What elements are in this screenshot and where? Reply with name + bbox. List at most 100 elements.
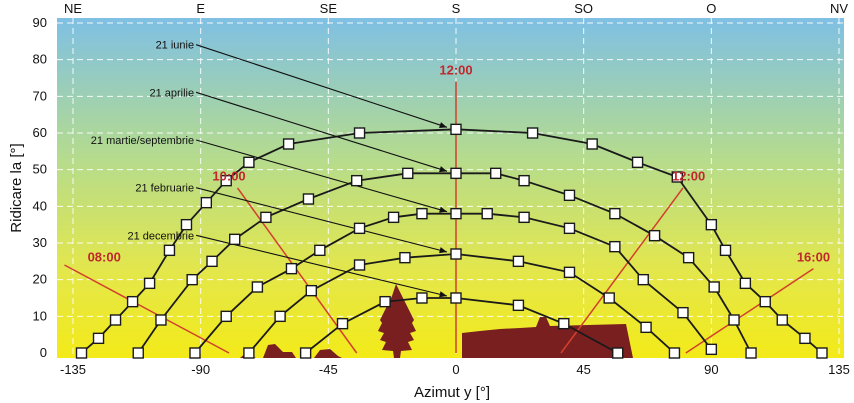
sun-position-marker — [399, 251, 411, 264]
sun-position-marker — [220, 310, 232, 323]
compass-label: O — [706, 1, 716, 16]
y-tick-label: 10 — [33, 308, 47, 323]
y-tick-label: 50 — [33, 162, 47, 177]
y-tick-label: 20 — [33, 272, 47, 287]
sun-position-marker — [799, 332, 811, 345]
sun-position-marker — [558, 317, 570, 330]
sun-position-marker — [299, 347, 312, 359]
sun-position-marker — [481, 207, 493, 220]
sun-position-marker — [728, 314, 740, 326]
sun-position-marker — [677, 306, 689, 319]
hour-line — [560, 187, 684, 354]
sun-position-marker — [416, 292, 428, 304]
date-pointer-arrowhead — [439, 291, 447, 298]
compass-label: NE — [64, 1, 82, 16]
sun-position-marker — [705, 218, 718, 231]
sun-position-marker — [243, 156, 255, 169]
sun-position-marker — [776, 314, 788, 326]
date-label: 21 martie/septembrie — [91, 135, 194, 147]
compass-label: E — [196, 1, 205, 16]
sun-position-marker — [379, 295, 391, 308]
sun-position-marker — [302, 193, 315, 205]
hour-label: 16:00 — [797, 249, 830, 264]
hour-label: 08:00 — [88, 249, 121, 264]
sun-position-marker — [631, 156, 644, 169]
sun-position-marker — [563, 189, 576, 202]
y-tick-label: 30 — [33, 235, 47, 250]
y-tick-label: 80 — [33, 52, 47, 67]
sun-position-marker — [609, 207, 621, 220]
date-label: 21 iunie — [156, 40, 195, 52]
sun-position-marker — [180, 218, 193, 231]
sun-position-marker — [163, 244, 176, 257]
compass-label: SE — [320, 1, 338, 16]
hour-label: 10:00 — [212, 169, 245, 184]
sun-position-marker — [648, 229, 661, 242]
date-pointer-line — [195, 139, 448, 213]
date-pointer-line — [195, 234, 448, 297]
sun-position-marker — [155, 314, 167, 326]
sun-position-marker — [526, 127, 539, 139]
sun-position-marker — [739, 277, 752, 290]
sun-position-marker — [612, 347, 624, 359]
sun-position-marker — [285, 262, 298, 275]
horizon-landscape — [240, 284, 633, 358]
sun-position-marker — [305, 284, 318, 297]
sun-position-marker — [314, 244, 326, 257]
sun-position-marker — [563, 222, 576, 235]
sun-position-marker — [109, 314, 122, 326]
sun-position-marker — [518, 211, 530, 224]
date-label: 21 decembrie — [127, 230, 194, 242]
sun-position-marker — [353, 127, 366, 139]
sun-position-marker — [586, 138, 598, 150]
sun-position-marker — [402, 167, 414, 180]
compass-label: SO — [574, 1, 593, 16]
hour-line — [685, 268, 814, 354]
sun-position-marker — [609, 240, 621, 253]
sun-position-marker — [719, 244, 732, 257]
date-pointer-arrowhead — [439, 206, 447, 213]
compass-label: S — [452, 1, 461, 16]
sun-position-marker — [816, 347, 828, 359]
sun-position-marker — [260, 211, 272, 224]
sun-position-marker — [450, 207, 462, 220]
sun-position-marker — [563, 266, 576, 279]
sun-position-marker — [450, 123, 462, 136]
date-pointer-line — [195, 187, 448, 253]
sun-position-marker — [274, 310, 286, 323]
sun-position-marker — [637, 273, 649, 286]
date-pointer-arrowhead — [439, 166, 447, 173]
sun-position-marker — [450, 167, 462, 180]
sun-position-marker — [336, 317, 349, 330]
y-tick-label: 90 — [33, 15, 47, 30]
date-pointer-arrowhead — [439, 247, 447, 254]
sun-position-marker — [229, 233, 241, 246]
sun-position-marker — [282, 138, 295, 150]
y-tick-label: 60 — [33, 125, 47, 140]
sun-position-marker — [518, 174, 530, 187]
x-tick-label: 0 — [452, 362, 459, 377]
sun-position-marker — [490, 167, 502, 180]
sun-position-marker — [126, 295, 139, 308]
sun-position-marker — [682, 251, 695, 264]
x-tick-label: -135 — [60, 362, 86, 377]
sun-position-marker — [220, 174, 232, 187]
sun-position-marker — [603, 292, 615, 304]
sun-position-marker — [387, 211, 400, 224]
sun-position-marker — [512, 255, 525, 268]
sun-position-marker — [251, 281, 264, 293]
sun-position-marker — [450, 292, 462, 304]
sun-position-marker — [92, 332, 105, 345]
date-pointer-line — [195, 91, 448, 172]
sun-position-marker — [745, 347, 757, 359]
sun-position-marker — [200, 196, 213, 209]
sun-position-marker — [416, 207, 428, 220]
sun-position-marker — [450, 248, 462, 260]
date-label: 21 februarie — [135, 183, 194, 195]
sun-position-marker — [186, 273, 198, 286]
y-tick-label: 0 — [40, 345, 47, 360]
sun-path-line — [194, 212, 713, 354]
hour-line — [64, 264, 230, 354]
sun-position-marker — [206, 255, 218, 268]
